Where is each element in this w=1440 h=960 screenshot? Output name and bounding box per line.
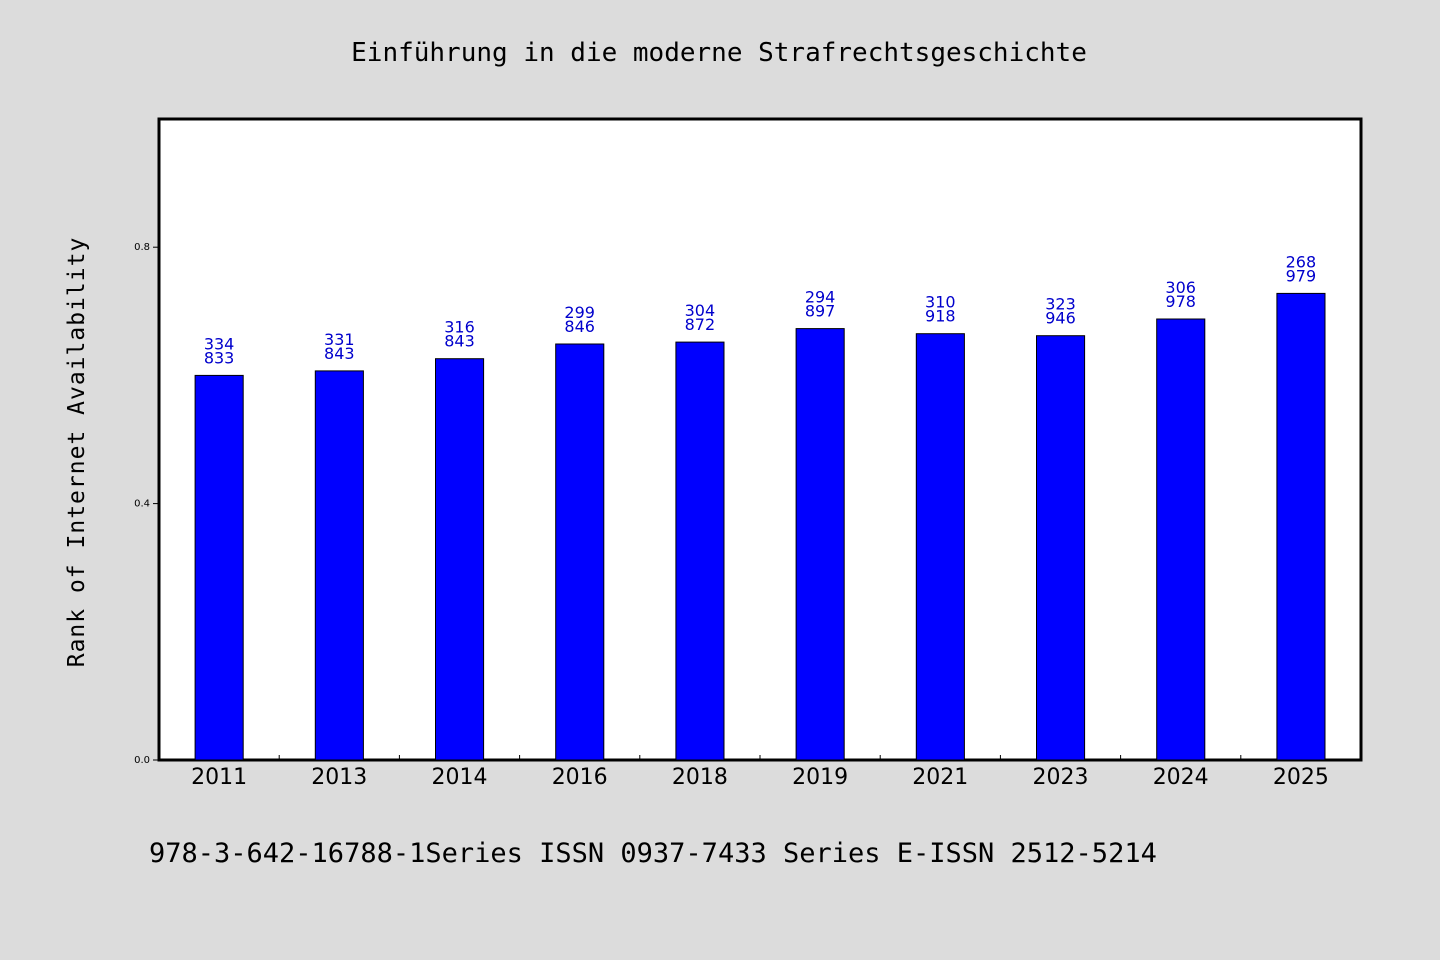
- bar-label-2016-line-2: 846: [564, 317, 595, 336]
- bar-label-2021-line-1: 310: [925, 293, 956, 312]
- chart-title: Einführung in die moderne Strafrechtsges…: [351, 38, 1087, 68]
- bar-label-2013-line-1: 331: [324, 330, 355, 349]
- y-tick-label-0.4: 0.4: [134, 499, 150, 510]
- bar-2019: [795, 328, 845, 761]
- bar-label-2018-line-1: 304: [685, 301, 716, 320]
- footer-identifiers: 978-3-642-16788-1Series ISSN 0937-7433 S…: [149, 838, 1157, 869]
- x-tick-label-2025: 2025: [1273, 765, 1329, 790]
- bar-2014: [435, 358, 485, 761]
- x-tick-label-2023: 2023: [1033, 765, 1089, 790]
- bar-label-2024-line-1: 306: [1165, 278, 1196, 297]
- bar-label-2013-line-2: 843: [324, 344, 355, 363]
- bar-label-2025-line-1: 268: [1286, 252, 1317, 271]
- bar-label-2011-line-2: 833: [204, 348, 235, 367]
- y-tick-label-0.0: 0.0: [134, 755, 150, 766]
- bar-2023: [1036, 335, 1086, 761]
- x-axis: 2011 2013 2014 2016 2018 2019 2021 2023 2024 2025: [191, 755, 1329, 790]
- bar-label-2023-line-1: 323: [1045, 295, 1076, 314]
- x-tick-label-2011: 2011: [191, 765, 247, 790]
- bar-label-2019-line-2: 897: [805, 302, 836, 321]
- bar-label-2024-line-2: 978: [1165, 292, 1196, 311]
- x-tick-label-2016: 2016: [552, 765, 608, 790]
- bar-2018: [675, 341, 725, 761]
- bar-2024: [1156, 318, 1206, 761]
- y-axis-label: Rank of Internet Availability: [64, 237, 90, 668]
- x-tick-label-2014: 2014: [432, 765, 488, 790]
- bar-label-2023-line-2: 946: [1045, 309, 1076, 328]
- bar-2021: [915, 333, 965, 761]
- bar-2011: [194, 374, 244, 761]
- x-tick-label-2024: 2024: [1153, 765, 1209, 790]
- x-tick-label-2019: 2019: [792, 765, 848, 790]
- x-tick-label-2013: 2013: [311, 765, 367, 790]
- bar-label-2018-line-2: 872: [685, 315, 716, 334]
- bar-2013: [314, 370, 364, 761]
- bar-label-2014-line-1: 316: [444, 318, 475, 337]
- bar-label-2019-line-1: 294: [805, 288, 836, 307]
- y-tick-label-0.8: 0.8: [134, 242, 150, 253]
- bars-layer: [194, 292, 1326, 761]
- bar-2016: [555, 343, 605, 761]
- bar-label-2021-line-2: 918: [925, 307, 956, 326]
- bar-label-2011-line-1: 334: [204, 334, 235, 353]
- bar-label-2016-line-1: 299: [564, 303, 595, 322]
- y-axis: 0.0 0.4 0.8: [134, 242, 159, 766]
- bar-label-2014-line-2: 843: [444, 332, 475, 351]
- x-tick-label-2021: 2021: [912, 765, 968, 790]
- bar-2025: [1276, 292, 1326, 761]
- x-tick-label-2018: 2018: [672, 765, 728, 790]
- bar-label-2025-line-2: 979: [1286, 266, 1317, 285]
